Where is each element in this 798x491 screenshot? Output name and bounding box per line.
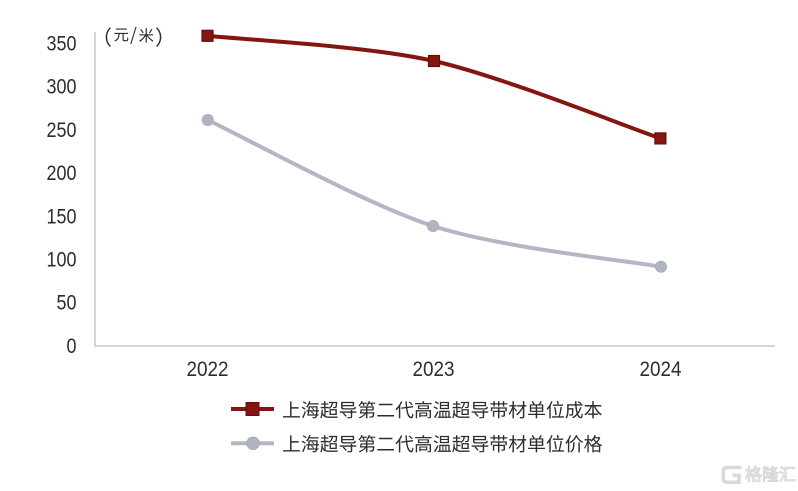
svg-text:50: 50 [57,292,77,315]
svg-text:2022: 2022 [187,358,229,381]
svg-text:300: 300 [47,76,77,99]
svg-text:350: 350 [47,32,77,55]
svg-text:2023: 2023 [413,358,455,381]
svg-text:200: 200 [47,162,77,185]
svg-text:100: 100 [47,249,77,272]
svg-text:250: 250 [47,119,77,142]
svg-text:150: 150 [47,205,77,228]
svg-text:0: 0 [67,335,77,358]
svg-text:2024: 2024 [640,358,682,381]
